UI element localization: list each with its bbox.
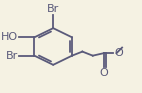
Text: HO: HO: [1, 32, 18, 42]
Text: O: O: [99, 68, 108, 78]
Text: Br: Br: [6, 51, 18, 61]
Text: Br: Br: [47, 4, 59, 14]
Text: O: O: [114, 48, 123, 58]
